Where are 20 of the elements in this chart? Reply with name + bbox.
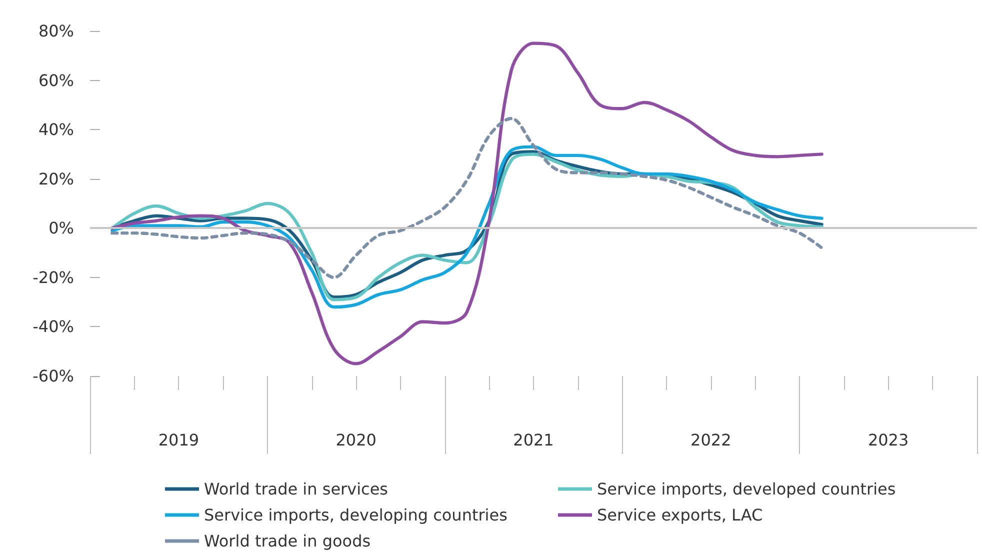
legend-label: Service imports, developed countries <box>597 480 896 498</box>
y-tick-label: -60% <box>32 366 74 386</box>
x-tick-label: 2023 <box>868 430 909 450</box>
legend-label: World trade in goods <box>204 532 371 550</box>
y-tick-label: 40% <box>38 120 74 140</box>
line-series <box>110 42 824 366</box>
y-tick-label: -20% <box>32 268 74 287</box>
x-tick-label: 2020 <box>336 430 376 450</box>
x-tick-label: 2019 <box>158 430 200 450</box>
y-tick-label: 20% <box>38 169 74 188</box>
legend-label: Service imports, developing countries <box>204 506 508 524</box>
y-tick-label: -40% <box>32 317 74 336</box>
y-tick-label: 0% <box>48 218 74 238</box>
x-tick-label: 2022 <box>690 430 732 450</box>
y-tick-label: 60% <box>38 70 74 90</box>
x-tick-label: 2021 <box>513 430 554 450</box>
line-series <box>110 116 824 280</box>
y-tick-label: 80% <box>38 22 74 40</box>
legend-label: World trade in services <box>204 480 388 498</box>
legend-label: Service exports, LAC <box>597 506 763 524</box>
